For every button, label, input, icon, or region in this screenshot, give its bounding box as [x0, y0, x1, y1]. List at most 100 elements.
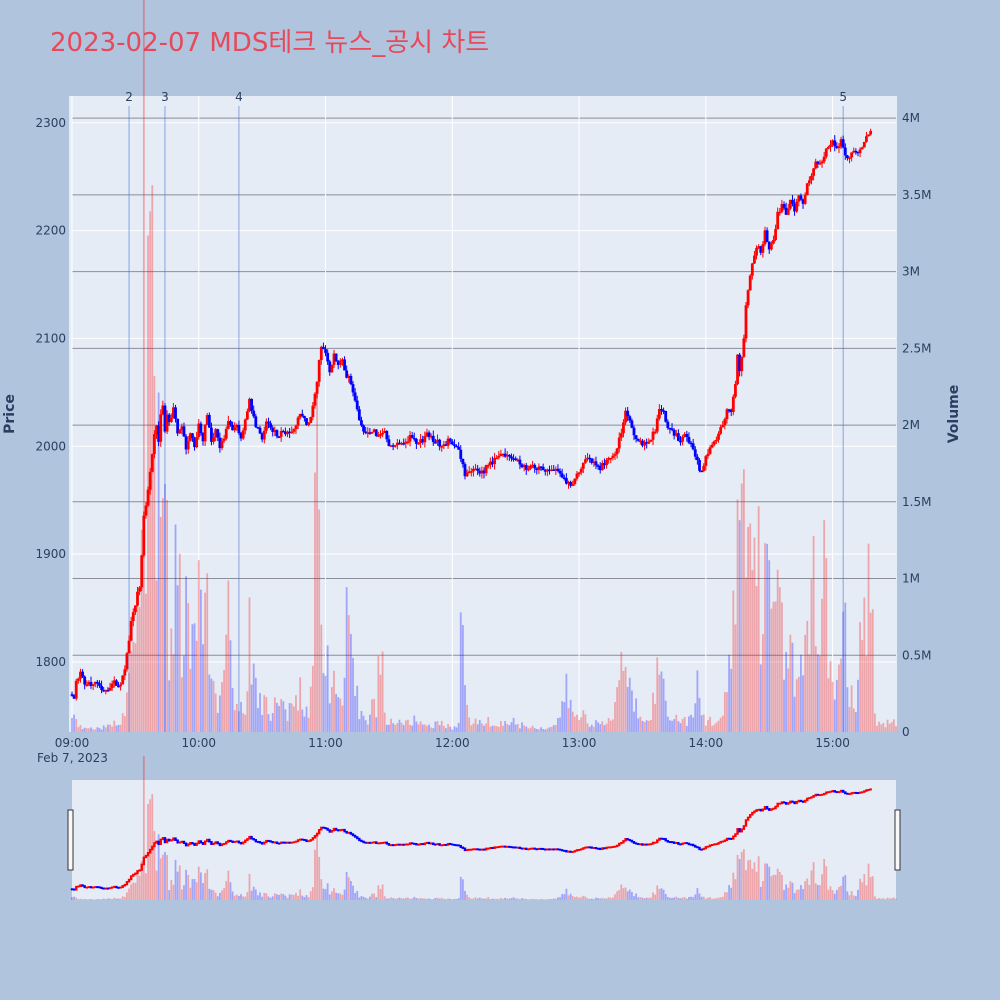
volume-tick-label: 2.5M [902, 341, 931, 355]
volume-bar [417, 724, 420, 732]
mini-volume-bar [390, 897, 392, 900]
mini-candle [227, 839, 230, 843]
mini-volume-bar [402, 898, 405, 900]
mini-candle [497, 846, 500, 849]
candle-body [332, 353, 336, 365]
candle-body [507, 454, 511, 457]
volume-bar [527, 728, 530, 732]
mini-volume-bar [286, 897, 289, 900]
mini-volume-bar [322, 888, 325, 900]
mini-volume-bar [723, 892, 726, 900]
mini-volume-bar [445, 899, 447, 900]
mini-candle [341, 828, 344, 831]
mini-candle [531, 847, 534, 850]
mini-volume-bar [871, 876, 874, 900]
candle-body [108, 687, 112, 691]
volume-tick-label: 4M [902, 111, 920, 125]
candle-body [710, 444, 714, 448]
mini-candle [364, 841, 367, 844]
mini-volume-bar [563, 894, 566, 900]
volume-bar [305, 706, 308, 732]
candle-body [702, 465, 706, 471]
mini-candle [296, 839, 300, 843]
mini-volume-bar [90, 899, 92, 900]
mini-volume-bar [288, 894, 291, 900]
range-slider-right-handle[interactable] [894, 809, 901, 871]
candle-body [835, 146, 839, 149]
mini-volume-bar [301, 895, 304, 900]
mini-volume-bar [81, 899, 84, 900]
mini-volume-bar [677, 897, 680, 900]
mini-candle [518, 846, 522, 850]
mini-volume-bar [377, 885, 380, 900]
candle-body [129, 621, 133, 641]
volume-bar [535, 729, 538, 732]
range-slider-background[interactable] [72, 780, 896, 900]
candle-body [172, 407, 175, 418]
candle-body [556, 468, 560, 471]
volume-bar [766, 543, 769, 732]
candle-body [609, 457, 613, 460]
candle-body [305, 418, 308, 425]
mini-candle [679, 843, 682, 846]
mini-candle [311, 837, 315, 841]
volume-bar [235, 703, 238, 732]
volume-bar [330, 687, 333, 732]
volume-bar [567, 708, 570, 732]
candle-body [478, 470, 482, 474]
mini-candle [812, 794, 815, 798]
volume-bar [451, 729, 454, 732]
mini-volume-bar [544, 899, 547, 901]
candle-body [683, 434, 687, 437]
candle-body [725, 409, 729, 420]
candle-body [281, 430, 285, 433]
mini-volume-bar [791, 882, 794, 900]
mini-volume-bar [690, 896, 692, 900]
candle-body [818, 163, 822, 165]
mini-candle [522, 847, 526, 850]
mini-volume-bar [375, 897, 378, 900]
mini-volume-bar [430, 899, 433, 900]
time-tick-label: 13:00 [562, 736, 597, 750]
volume-bar [783, 679, 785, 732]
candle-body [837, 146, 841, 149]
volume-bar [430, 727, 433, 732]
range-slider-left-handle[interactable] [67, 809, 74, 871]
volume-bar [121, 713, 124, 732]
mini-volume-bar [487, 897, 490, 900]
volume-bar [728, 654, 730, 732]
candle-body [651, 431, 655, 440]
mini-candle [827, 791, 830, 794]
candle-body [833, 140, 837, 147]
candle-body [533, 464, 537, 469]
candle-body [203, 424, 207, 442]
mini-candle [448, 842, 452, 845]
volume-bar [174, 524, 177, 732]
mini-volume-bar [434, 897, 437, 900]
mini-candle [818, 794, 822, 797]
volume-bar [732, 590, 735, 732]
mini-volume-bar [451, 899, 454, 901]
candle-body [254, 416, 258, 427]
candle-body [723, 419, 727, 426]
mini-candle [749, 814, 752, 819]
mini-volume-bar [584, 896, 587, 900]
mini-candle [596, 847, 600, 850]
volume-bar [607, 718, 610, 732]
mini-volume-bar [580, 897, 583, 900]
volume-bar [584, 714, 587, 732]
candle-body [615, 448, 619, 455]
mini-volume-bar [411, 898, 414, 900]
mini-candle [294, 840, 298, 843]
volume-bar [504, 721, 507, 732]
mini-candle [115, 885, 118, 889]
volume-bar [257, 707, 259, 732]
volume-bar [276, 702, 278, 732]
volume-bar [349, 633, 352, 732]
mini-volume-bar [797, 889, 800, 900]
mini-volume-bar [546, 899, 549, 900]
candle-body [681, 436, 685, 442]
volume-bar [369, 714, 371, 732]
mini-volume-bar [396, 898, 399, 900]
mini-volume-bar [369, 896, 371, 900]
